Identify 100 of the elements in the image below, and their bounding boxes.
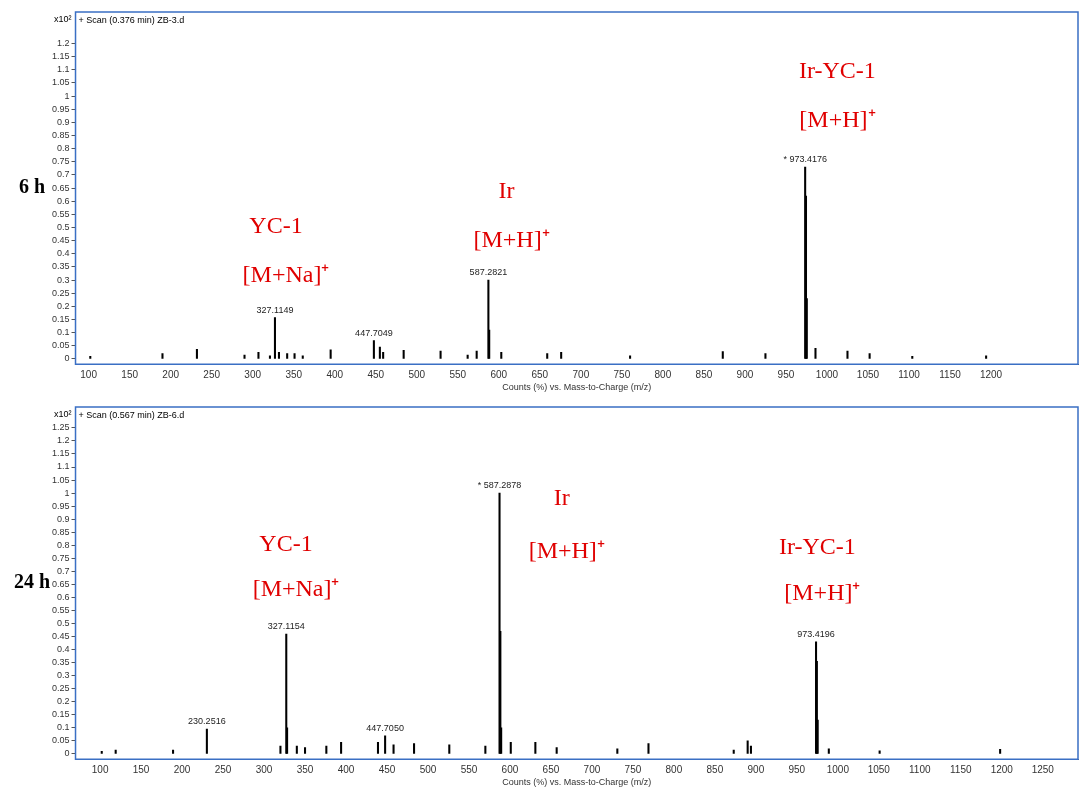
y-tick-label: 0.1 [57,722,70,733]
y-axis-title: x10² [54,13,72,24]
y-tick-label: 0.4 [57,248,70,259]
x-tick-label: 500 [419,763,437,775]
y-tick-label: 0.35 [51,261,70,272]
y-tick-label: 0.6 [57,195,70,206]
bar [555,747,558,754]
y-tick-label: 0.25 [51,287,70,298]
annotation: [M+H]⁺ [799,106,876,133]
y-tick-label: 0.8 [57,143,70,154]
y-tick-label: 0.85 [51,526,70,537]
x-tick-label: 850 [706,763,724,775]
bar [372,340,375,359]
x-tick-label: 400 [326,368,344,380]
bar [721,351,724,359]
annotation: 327.1154 [267,620,305,631]
bar [999,748,1002,754]
x-tick-label: 200 [162,368,180,380]
bar [279,745,282,754]
x-tick-label: 600 [490,368,508,380]
y-tick-label: 0.95 [51,103,70,114]
x-tick-label: 500 [408,368,426,380]
y-tick-label: 0.45 [51,235,70,246]
bar [195,348,198,359]
x-tick-label: 100 [80,368,98,380]
x-tick-label: 650 [531,368,549,380]
y-tick-label: 1.05 [51,77,70,88]
bar [534,741,537,754]
bar [268,355,271,359]
bar [161,353,164,359]
x-tick-label: 900 [736,368,754,380]
x-tick-label: 700 [583,763,601,775]
y-tick-label: 1 [64,90,70,101]
bar [868,353,871,359]
x-tick-label: 950 [777,368,795,380]
bar [616,748,619,754]
bar [911,355,914,359]
bar [293,353,296,359]
y-tick-label: 1.15 [51,448,70,459]
x-tick-label: 600 [501,763,519,775]
bar [560,352,563,359]
x-tick-label: 750 [624,763,642,775]
bar [384,735,387,754]
y-tick-label: 0.3 [57,274,70,285]
annotation: [M+H]⁺ [528,536,605,563]
x-tick-label: 450 [367,368,385,380]
x-tick-label: 800 [654,368,672,380]
x-tick-label: 550 [449,368,467,380]
annotation: Ir-YC-1 [778,533,856,560]
y-tick-label: 0.9 [57,116,70,127]
bar [484,745,487,754]
y-tick-label: 0.55 [51,208,70,219]
y-tick-label: 0.55 [51,604,70,615]
y-tick-label: 0.05 [51,340,70,351]
x-tick-label: 450 [378,763,396,775]
annotation: 587.2821 [469,267,508,278]
bar [392,744,395,754]
y-tick-label: 1.05 [51,474,70,485]
annotation: * 973.4176 [783,154,827,165]
y-tick-label: 0.5 [57,222,70,233]
bar [243,354,246,359]
x-tick-label: 1050 [856,368,880,380]
y-tick-label: 0.25 [51,683,70,694]
annotation: [M+H]⁺ [784,578,861,605]
annotation: 447.7050 [366,722,404,733]
bar [277,352,280,359]
annotation: 230.2516 [188,716,226,727]
bar [205,728,208,754]
annotation: 447.7049 [355,327,393,338]
x-tick-label: 1000 [826,763,850,775]
y-tick-label: 0.8 [57,539,70,550]
x-tick-label: 700 [572,368,590,380]
y-tick-label: 0.75 [51,552,70,563]
annotation: 327.1149 [256,304,294,315]
x-tick-label: 1100 [898,368,921,380]
bar [273,317,276,359]
bar [546,353,549,359]
y-tick-label: 1.2 [57,38,70,49]
y-tick-label: 0.95 [51,500,70,511]
text: 6 h [18,175,46,198]
y-tick-label: 1.2 [57,435,70,446]
y-tick-label: 0.15 [51,709,70,720]
y-tick-label: 1.15 [51,51,70,62]
x-tick-label: 750 [613,368,631,380]
x-tick-label: 100 [91,763,109,775]
annotation: 973.4196 [797,628,835,639]
bar [827,748,830,754]
bar [846,350,849,359]
chart-subtitle: + Scan (0.567 min) ZB-6.d [78,409,185,420]
x-tick-label: 150 [132,763,150,775]
bar [402,349,405,359]
bar [378,346,381,359]
x-tick-label: 550 [460,763,478,775]
x-axis-title: Counts (%) vs. Mass-to-Charge (m/z) [502,382,652,393]
bar [985,355,988,359]
x-tick-label: 1000 [815,368,839,380]
bar [764,353,767,359]
x-tick-label: 1200 [979,368,1003,380]
x-tick-label: 1200 [990,763,1014,775]
bar [172,749,175,754]
